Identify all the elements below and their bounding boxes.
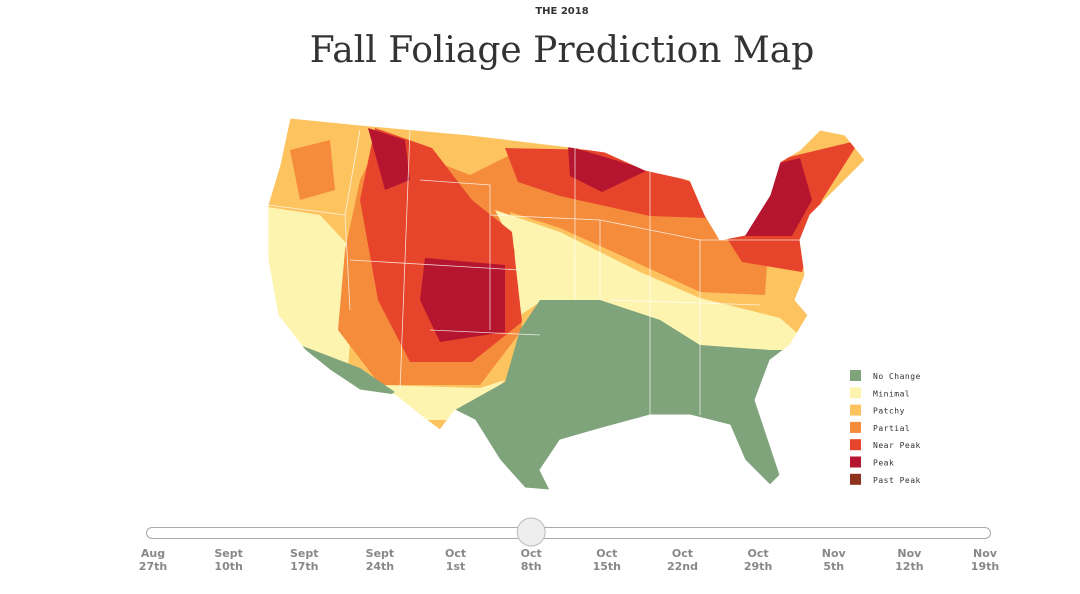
stop-day[interactable]: 29th [744, 560, 772, 573]
legend-swatch [850, 473, 861, 485]
stop-month[interactable]: Sept [214, 547, 243, 560]
legend-swatch [850, 370, 861, 381]
legend-swatch [850, 404, 861, 416]
slider-labels: Aug27thSept10thSept17thSept24thOct1stOct… [139, 547, 999, 573]
stop-day[interactable]: 1st [446, 560, 465, 573]
legend-swatch [850, 456, 861, 468]
stop-month[interactable]: Oct [672, 547, 693, 560]
legend-label: Partial [873, 424, 910, 433]
legend-label: Near Peak [873, 441, 921, 450]
legend: No Change Minimal Patchy Partial Near Peak Pe… [850, 370, 921, 485]
stop-month[interactable]: Oct [748, 547, 769, 560]
stop-day[interactable]: 24th [366, 560, 394, 573]
stop-day[interactable]: 27th [139, 560, 167, 573]
stop-month[interactable]: Oct [596, 547, 617, 560]
legend-label: Peak [873, 459, 894, 468]
stop-day[interactable]: 15th [593, 560, 621, 573]
legend-label: No Change [873, 372, 921, 381]
legend-swatch [850, 421, 861, 433]
legend-label: Patchy [873, 407, 905, 416]
stop-month[interactable]: Nov [973, 547, 998, 560]
stop-day[interactable]: 5th [823, 560, 844, 573]
stop-month[interactable]: Nov [822, 547, 847, 560]
stop-month[interactable]: Aug [141, 547, 165, 560]
legend-swatch [850, 387, 861, 399]
stop-day[interactable]: 17th [290, 560, 318, 573]
legend-label: Past Peak [873, 476, 921, 485]
stop-day[interactable]: 8th [521, 560, 542, 573]
stop-month[interactable]: Nov [897, 547, 922, 560]
stop-month[interactable]: Oct [521, 547, 542, 560]
title: Fall Foliage Prediction Map [310, 30, 815, 71]
slider-thumb[interactable] [516, 517, 546, 547]
stop-day[interactable]: 22nd [667, 560, 698, 573]
legend-label: Minimal [873, 389, 910, 398]
stop-day[interactable]: 19th [971, 560, 999, 573]
stop-month[interactable]: Sept [290, 547, 319, 560]
legend-swatch [850, 439, 861, 451]
stop-day[interactable]: 10th [214, 560, 242, 573]
kicker: THE 2018 [535, 6, 588, 17]
map [268, 118, 865, 490]
stop-day[interactable]: 12th [895, 560, 923, 573]
stop-month[interactable]: Oct [445, 547, 466, 560]
stop-month[interactable]: Sept [366, 547, 395, 560]
